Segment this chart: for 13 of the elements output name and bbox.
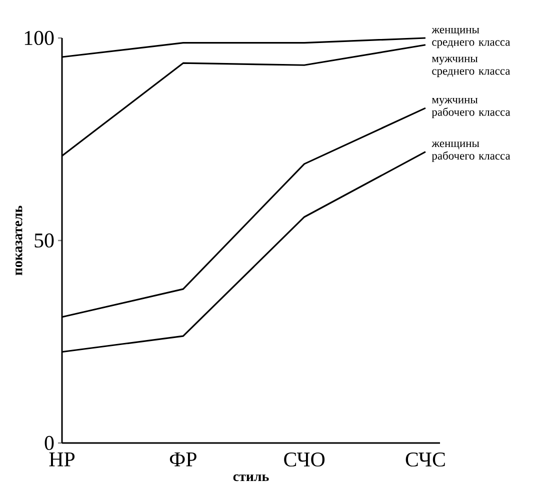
series-label: женщины рабочего класса — [432, 142, 510, 162]
series-label: мужчины рабочего класса — [432, 98, 510, 118]
x-tick-label: СЧО — [284, 452, 325, 467]
x-tick-label: НР — [49, 452, 75, 466]
x-axis-title: стиль — [233, 474, 269, 482]
y-tick-label: 100 — [24, 30, 54, 46]
y-axis-title: показатель — [16, 206, 22, 276]
x-tick-label: СЧС — [406, 452, 445, 467]
y-tick-label: 50 — [34, 233, 54, 248]
x-tick-label: ФР — [170, 452, 196, 466]
series-label: женщины среднего класса — [432, 28, 510, 48]
y-tick-label: 0 — [44, 436, 54, 450]
series-label: мужчины среднего класса — [432, 56, 510, 78]
